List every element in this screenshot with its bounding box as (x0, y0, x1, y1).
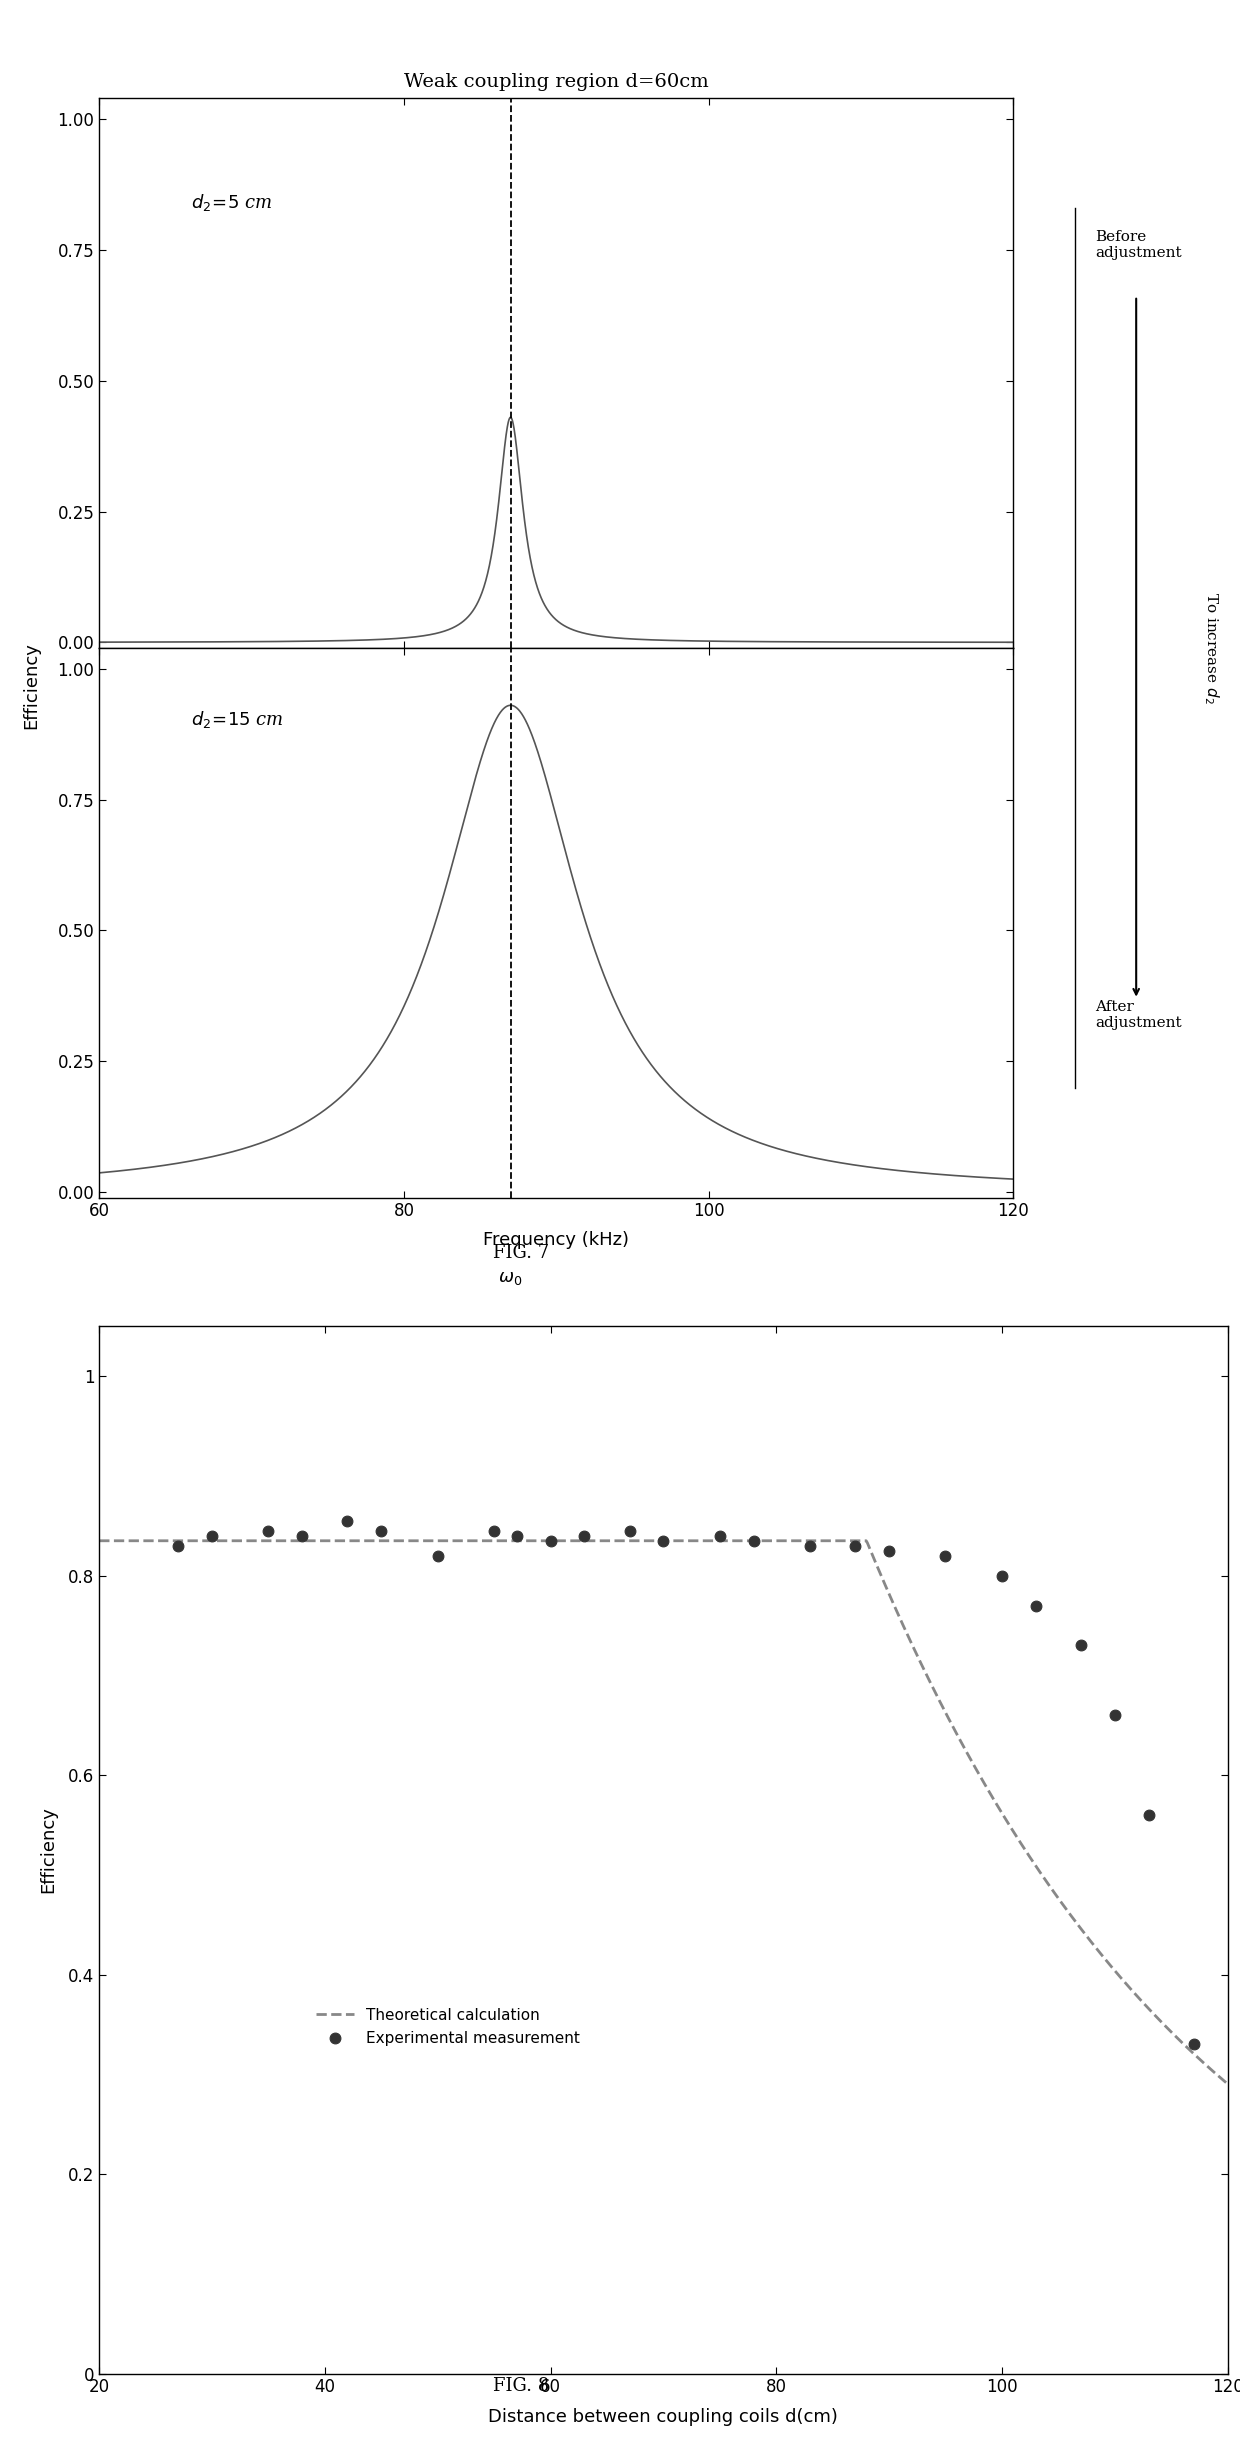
Experimental measurement (709, 1517, 729, 1556)
X-axis label: Frequency (kHz): Frequency (kHz) (484, 1231, 629, 1250)
Text: $d_2\!=\!15$ cm: $d_2\!=\!15$ cm (191, 710, 283, 729)
Experimental measurement (258, 1512, 278, 1551)
Text: Efficiency: Efficiency (22, 641, 40, 729)
Theoretical calculation (867, 1544, 882, 1573)
Experimental measurement (1105, 1696, 1125, 1735)
Experimental measurement (202, 1517, 222, 1556)
Theoretical calculation (972, 1759, 987, 1789)
Text: $\omega_0$: $\omega_0$ (498, 1270, 523, 1287)
Experimental measurement (879, 1532, 899, 1571)
Experimental measurement (992, 1556, 1012, 1595)
Text: Before
adjustment: Before adjustment (1096, 230, 1182, 259)
Experimental measurement (800, 1527, 820, 1566)
Experimental measurement (935, 1537, 955, 1576)
Experimental measurement (1071, 1625, 1091, 1664)
Y-axis label: Efficiency: Efficiency (38, 1806, 57, 1894)
Experimental measurement (1184, 2024, 1204, 2063)
Text: After
adjustment: After adjustment (1096, 998, 1182, 1030)
Theoretical calculation (92, 1527, 107, 1556)
Experimental measurement (1138, 1796, 1158, 1835)
Theoretical calculation (548, 1527, 563, 1556)
Experimental measurement (574, 1517, 594, 1556)
X-axis label: Distance between coupling coils d(cm): Distance between coupling coils d(cm) (489, 2408, 838, 2425)
Experimental measurement (653, 1522, 673, 1561)
Experimental measurement (428, 1537, 448, 1576)
Title: Weak coupling region d=60cm: Weak coupling region d=60cm (404, 73, 708, 91)
Experimental measurement (541, 1522, 560, 1561)
Theoretical calculation (207, 1527, 222, 1556)
Text: FIG. 7: FIG. 7 (492, 1243, 549, 1263)
Text: FIG. 8: FIG. 8 (492, 2376, 549, 2396)
Experimental measurement (846, 1527, 866, 1566)
Text: $d_2\!=\!5$ cm: $d_2\!=\!5$ cm (191, 191, 272, 213)
Experimental measurement (744, 1522, 764, 1561)
Experimental measurement (1025, 1586, 1045, 1625)
Theoretical calculation (992, 1794, 1007, 1823)
Experimental measurement (169, 1527, 188, 1566)
Experimental measurement (484, 1512, 503, 1551)
Experimental measurement (337, 1502, 357, 1542)
Experimental measurement (372, 1512, 392, 1551)
Theoretical calculation (1220, 2070, 1235, 2100)
Experimental measurement (293, 1517, 312, 1556)
Experimental measurement (507, 1517, 527, 1556)
Legend: Theoretical calculation, Experimental measurement: Theoretical calculation, Experimental me… (310, 2002, 587, 2051)
Theoretical calculation (589, 1527, 604, 1556)
Line: Theoretical calculation: Theoretical calculation (99, 1542, 1228, 2085)
Text: To increase $d_2$: To increase $d_2$ (1202, 592, 1220, 705)
Experimental measurement (620, 1512, 640, 1551)
